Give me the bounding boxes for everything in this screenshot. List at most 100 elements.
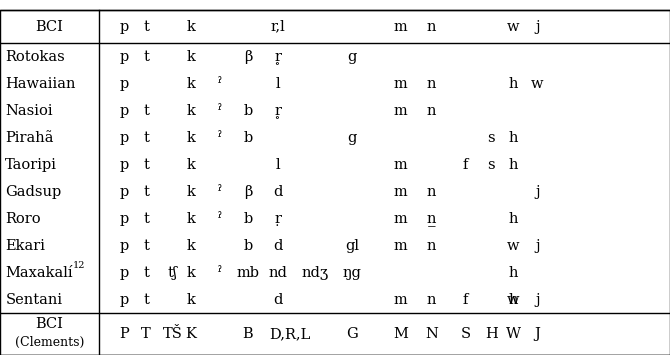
Text: s: s [487, 131, 495, 145]
Text: ˀ: ˀ [218, 77, 222, 91]
Text: t: t [143, 104, 149, 118]
Text: k: k [186, 104, 196, 118]
Text: b: b [243, 104, 253, 118]
Text: k: k [186, 266, 196, 280]
Text: n: n [427, 239, 436, 253]
Text: k: k [186, 77, 196, 91]
Text: h: h [509, 131, 518, 145]
Text: K: K [186, 327, 196, 341]
Text: h: h [509, 158, 518, 172]
Text: P: P [119, 327, 129, 341]
Text: n: n [427, 77, 436, 91]
Text: n: n [427, 20, 436, 34]
Text: 12: 12 [72, 261, 85, 269]
Text: t: t [143, 20, 149, 34]
Text: ˀ: ˀ [218, 131, 222, 145]
Text: p: p [119, 266, 129, 280]
Text: p: p [119, 20, 129, 34]
Text: (Clements): (Clements) [15, 336, 84, 349]
Text: m: m [394, 212, 407, 226]
Text: m: m [394, 104, 407, 118]
Text: w: w [507, 239, 519, 253]
Text: h: h [509, 212, 518, 226]
Text: m: m [394, 293, 407, 307]
Text: w: w [507, 20, 519, 34]
Text: p: p [119, 158, 129, 172]
Text: f: f [463, 158, 468, 172]
Text: k: k [186, 20, 196, 34]
Text: H: H [484, 327, 498, 341]
Text: g: g [348, 131, 357, 145]
Text: Maxakalí: Maxakalí [5, 266, 73, 280]
Text: D,R,L: D,R,L [269, 327, 310, 341]
Text: j: j [535, 239, 539, 253]
Text: k: k [186, 293, 196, 307]
Text: p: p [119, 77, 129, 91]
Text: ndʒ: ndʒ [302, 266, 328, 280]
Text: d: d [273, 239, 283, 253]
Text: b: b [243, 131, 253, 145]
Text: h: h [509, 293, 518, 307]
Text: t: t [143, 158, 149, 172]
Text: ˀ: ˀ [218, 104, 222, 118]
Text: l: l [276, 158, 280, 172]
Text: W: W [506, 327, 521, 341]
Text: k: k [186, 158, 196, 172]
Text: TŠ: TŠ [163, 327, 183, 341]
Text: Rotokas: Rotokas [5, 50, 65, 64]
Text: Ekari: Ekari [5, 239, 46, 253]
Text: G: G [346, 327, 358, 341]
Text: BCI: BCI [36, 20, 64, 34]
Text: n: n [427, 293, 436, 307]
Text: t: t [143, 212, 149, 226]
Text: Gadsup: Gadsup [5, 185, 62, 199]
Text: ˀ: ˀ [218, 212, 222, 226]
Text: mb: mb [237, 266, 259, 280]
Text: S: S [460, 327, 471, 341]
Text: B: B [243, 327, 253, 341]
Text: p: p [119, 293, 129, 307]
Text: k: k [186, 239, 196, 253]
Text: M: M [393, 327, 408, 341]
Text: j: j [535, 293, 539, 307]
Text: l: l [276, 77, 280, 91]
Text: β: β [244, 185, 252, 199]
Text: Sentani: Sentani [5, 293, 62, 307]
Text: N: N [425, 327, 438, 341]
Text: p: p [119, 185, 129, 199]
Text: t: t [143, 131, 149, 145]
Text: s: s [487, 158, 495, 172]
Text: Nasioi: Nasioi [5, 104, 53, 118]
Text: Roro: Roro [5, 212, 41, 226]
Text: J: J [535, 327, 540, 341]
Text: tʃ: tʃ [168, 266, 178, 280]
Text: BCI: BCI [36, 317, 64, 331]
Text: T: T [141, 327, 151, 341]
Text: b: b [243, 212, 253, 226]
Text: r̥: r̥ [275, 104, 281, 118]
Text: n: n [427, 185, 436, 199]
Text: ˀ: ˀ [218, 266, 222, 280]
Text: g: g [348, 50, 357, 64]
Text: p: p [119, 50, 129, 64]
Text: p: p [119, 104, 129, 118]
Text: k: k [186, 50, 196, 64]
Text: p: p [119, 131, 129, 145]
Text: t: t [143, 293, 149, 307]
Text: t: t [143, 50, 149, 64]
Text: w: w [531, 77, 543, 91]
Text: t: t [143, 185, 149, 199]
Text: m: m [394, 77, 407, 91]
Text: t: t [143, 266, 149, 280]
Text: n: n [427, 104, 436, 118]
Text: Taoripi: Taoripi [5, 158, 58, 172]
Text: k: k [186, 212, 196, 226]
Text: w: w [507, 293, 519, 307]
Text: r̥: r̥ [275, 50, 281, 64]
Text: j: j [535, 20, 539, 34]
Text: b: b [243, 239, 253, 253]
Text: m: m [394, 20, 407, 34]
Text: j: j [535, 185, 539, 199]
Text: p: p [119, 212, 129, 226]
Text: h: h [509, 266, 518, 280]
